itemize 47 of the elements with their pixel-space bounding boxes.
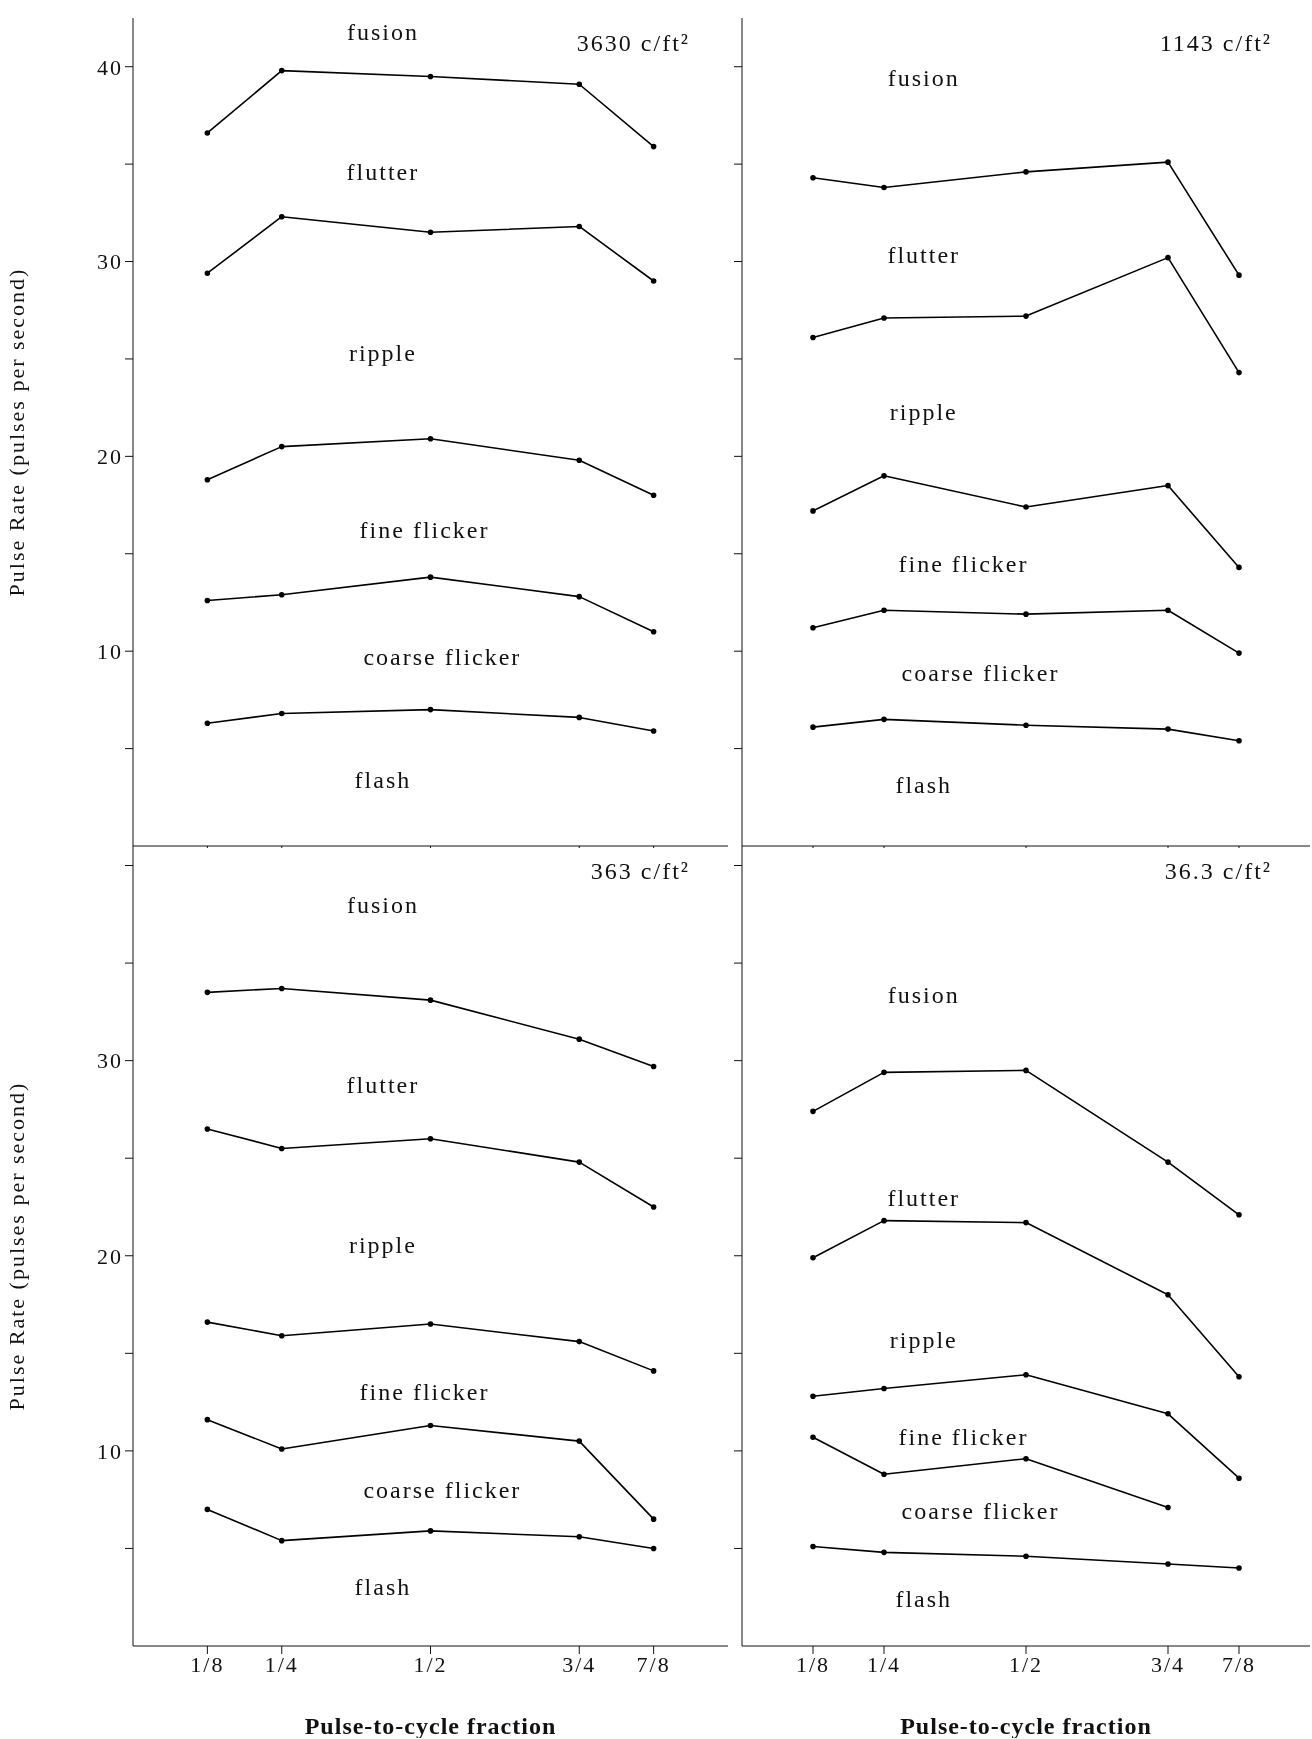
y-tick-label: 30: [97, 249, 123, 275]
x-tick-label: 3/4: [562, 1651, 597, 1677]
x-tick-label: 7/8: [636, 1651, 671, 1677]
x-tick-label: 1/4: [264, 1651, 299, 1677]
annotation: fusion: [346, 19, 419, 46]
annotation: flash: [895, 1586, 953, 1613]
annotation: coarse flicker: [363, 644, 522, 671]
x-tick-label: 1/2: [413, 1651, 448, 1677]
annotation: fusion: [887, 981, 960, 1008]
text: 36.3 c/ft²: [1164, 858, 1272, 885]
y-tick-label: 30: [97, 1048, 123, 1074]
x-tick-label: 1/2: [1008, 1651, 1044, 1677]
y-axis-title: Pulse Rate (pulses per second): [3, 1081, 29, 1411]
annotation: fusion: [346, 891, 419, 918]
y-tick-label: 20: [97, 1243, 123, 1269]
annotation: flutter: [887, 242, 961, 269]
annotation: fine flicker: [898, 1424, 1029, 1451]
y-tick-label: 10: [97, 1438, 123, 1464]
annotation: flash: [895, 771, 953, 798]
annotation: fine flicker: [898, 550, 1029, 577]
annotation: coarse flicker: [363, 1476, 522, 1503]
text: 3630 c/ft²: [576, 30, 690, 57]
annotation: ripple: [889, 1326, 958, 1353]
annotation: fine flicker: [359, 1379, 490, 1406]
x-tick-label: 1/8: [190, 1651, 225, 1677]
annotation: coarse flicker: [901, 1497, 1060, 1524]
annotation: coarse flicker: [901, 660, 1060, 687]
text: 363 c/ft²: [590, 858, 690, 885]
annotation: ripple: [889, 399, 958, 426]
x-tick-label: 3/4: [1150, 1651, 1186, 1677]
annotation: fusion: [887, 64, 960, 91]
annotation: flutter: [346, 158, 420, 185]
annotation: flash: [354, 766, 412, 793]
x-tick-label: 1/8: [795, 1651, 831, 1677]
annotation: ripple: [348, 1232, 417, 1259]
annotation: flutter: [346, 1071, 420, 1098]
x-tick-label: 7/8: [1221, 1651, 1257, 1677]
annotation: fine flicker: [359, 516, 490, 543]
y-tick-label: 20: [97, 444, 123, 470]
annotation: ripple: [348, 339, 417, 366]
text: 1143 c/ft²: [1159, 30, 1272, 57]
y-axis-title: Pulse Rate (pulses per second): [3, 267, 29, 597]
x-tick-label: 1/4: [866, 1651, 902, 1677]
y-tick-label: 10: [97, 638, 123, 664]
annotation: flutter: [887, 1184, 961, 1211]
annotation: flash: [354, 1574, 412, 1601]
y-tick-label: 40: [97, 54, 123, 80]
